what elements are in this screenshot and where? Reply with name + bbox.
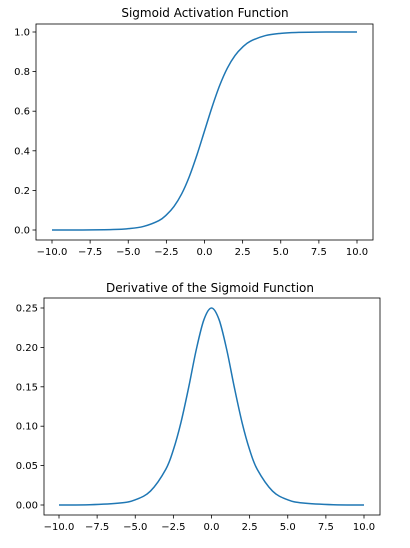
y-tick-label: 0.10 xyxy=(16,422,38,433)
chart-sigmoid-derivative: Derivative of the Sigmoid Function −10.0… xyxy=(16,281,381,533)
y-axis: 0.0 0.2 0.4 0.6 0.8 1.0 xyxy=(14,28,36,237)
x-tick-label: −2.5 xyxy=(154,247,178,258)
x-tick-label: 5.0 xyxy=(273,247,289,258)
x-tick-label: 0.0 xyxy=(204,522,220,533)
x-tick-label: −7.5 xyxy=(85,522,109,533)
y-tick-label: 1.0 xyxy=(14,28,30,39)
y-tick-label: 0.4 xyxy=(14,146,30,157)
y-tick-label: 0.2 xyxy=(14,186,30,197)
y-tick-label: 0.05 xyxy=(16,461,38,472)
x-tick-label: 5.0 xyxy=(280,522,296,533)
y-axis: 0.00 0.05 0.10 0.15 0.20 0.25 xyxy=(16,304,44,512)
y-tick-label: 0.00 xyxy=(16,501,38,512)
x-tick-label: −10.0 xyxy=(44,522,75,533)
x-tick-label: 2.5 xyxy=(242,522,258,533)
y-tick-label: 0.0 xyxy=(14,226,30,237)
x-tick-label: 0.0 xyxy=(197,247,213,258)
y-tick-label: 0.25 xyxy=(16,304,38,315)
y-tick-label: 0.6 xyxy=(14,107,30,118)
x-tick-label: 7.5 xyxy=(318,522,334,533)
chart-title: Sigmoid Activation Function xyxy=(121,6,288,20)
series-line xyxy=(58,307,365,506)
x-tick-label: 2.5 xyxy=(235,247,251,258)
chart-title: Derivative of the Sigmoid Function xyxy=(106,281,314,295)
x-tick-label: −10.0 xyxy=(37,247,68,258)
x-tick-label: 7.5 xyxy=(311,247,327,258)
series-line xyxy=(51,31,358,231)
plot-frame xyxy=(43,297,381,516)
y-tick-label: 0.15 xyxy=(16,382,38,393)
x-tick-label: −2.5 xyxy=(161,522,185,533)
x-tick-label: 10.0 xyxy=(353,522,375,533)
x-tick-label: −5.0 xyxy=(123,522,147,533)
x-tick-label: 10.0 xyxy=(346,247,368,258)
x-axis: −10.0 −7.5 −5.0 −2.5 0.0 2.5 5.0 7.5 10.0 xyxy=(37,240,368,258)
y-tick-label: 0.8 xyxy=(14,67,30,78)
chart-sigmoid: Sigmoid Activation Function −10.0 −7.5 −5.… xyxy=(14,6,374,258)
x-tick-label: −5.0 xyxy=(116,247,140,258)
x-tick-label: −7.5 xyxy=(78,247,102,258)
x-axis: −10.0 −7.5 −5.0 −2.5 0.0 2.5 5.0 7.5 10.0 xyxy=(44,515,375,533)
y-tick-label: 0.20 xyxy=(16,343,38,354)
